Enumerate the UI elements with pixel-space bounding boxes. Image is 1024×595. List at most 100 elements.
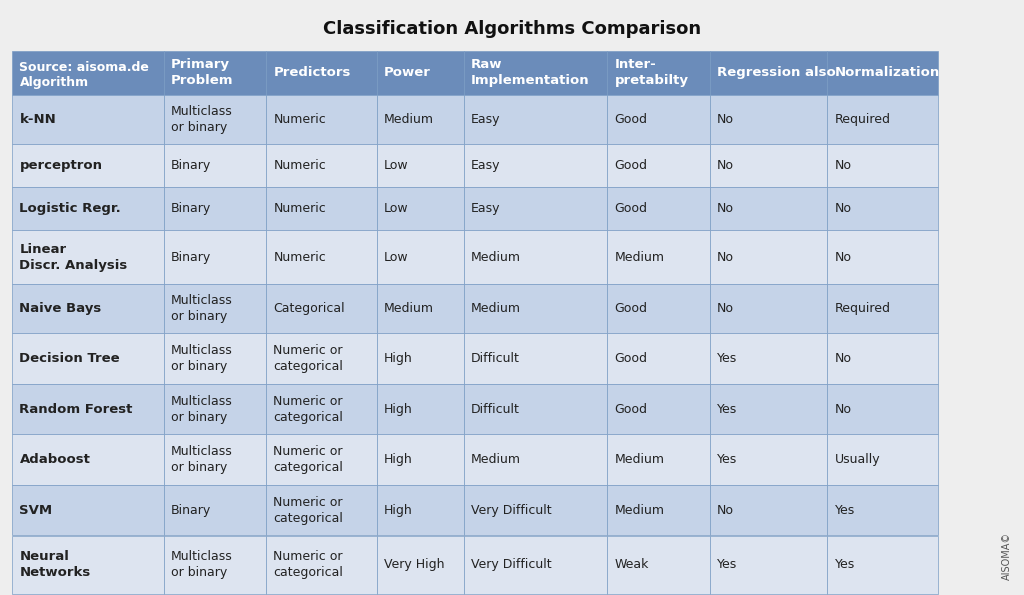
Bar: [827, 485, 938, 536]
Bar: [607, 230, 710, 284]
Bar: [476, 320, 515, 402]
Text: Multiclass
or binary: Multiclass or binary: [171, 105, 232, 134]
Bar: [266, 230, 377, 284]
Bar: [464, 230, 607, 284]
Text: Decision Tree: Decision Tree: [19, 352, 120, 365]
Bar: [464, 536, 607, 594]
Text: Yes: Yes: [717, 453, 737, 466]
Bar: [12, 144, 164, 187]
Text: Medium: Medium: [471, 302, 521, 315]
Text: High: High: [384, 403, 413, 415]
FancyArrow shape: [396, 244, 473, 281]
Bar: [464, 333, 607, 384]
Bar: [164, 230, 266, 284]
Text: perceptron: perceptron: [19, 159, 102, 172]
Text: No: No: [717, 159, 734, 172]
Text: Classification Algorithms Comparison: Classification Algorithms Comparison: [323, 20, 701, 37]
Text: Required: Required: [835, 302, 891, 315]
Text: Numeric or
categorical: Numeric or categorical: [273, 344, 343, 373]
Text: High: High: [384, 504, 413, 516]
Text: Numeric or
categorical: Numeric or categorical: [273, 550, 343, 579]
Bar: [164, 333, 266, 384]
Text: Predictors: Predictors: [273, 67, 351, 79]
Text: Required: Required: [835, 113, 891, 126]
Bar: [12, 230, 164, 284]
Text: Naive Bays: Naive Bays: [19, 302, 101, 315]
Text: Logistic Regr.: Logistic Regr.: [19, 202, 121, 215]
Bar: [463, 393, 516, 408]
Text: No: No: [835, 403, 852, 415]
Text: Yes: Yes: [717, 558, 737, 571]
Bar: [710, 536, 827, 594]
Bar: [266, 434, 377, 485]
Bar: [464, 187, 607, 230]
Text: Normalization: Normalization: [835, 67, 940, 79]
Text: AISOMA©: AISOMA©: [1001, 532, 1012, 580]
Bar: [827, 187, 938, 230]
Text: Difficult: Difficult: [471, 403, 520, 415]
Bar: [607, 51, 710, 95]
Bar: [12, 333, 164, 384]
Bar: [710, 485, 827, 536]
Bar: [164, 485, 266, 536]
Bar: [607, 284, 710, 333]
Bar: [464, 144, 607, 187]
Bar: [607, 536, 710, 594]
Bar: [710, 384, 827, 434]
Text: Good: Good: [614, 159, 647, 172]
Text: Good: Good: [614, 302, 647, 315]
Bar: [710, 187, 827, 230]
Bar: [607, 144, 710, 187]
Bar: [266, 187, 377, 230]
Bar: [710, 284, 827, 333]
Text: Medium: Medium: [384, 113, 434, 126]
Bar: [464, 284, 607, 333]
Text: Numeric: Numeric: [273, 202, 327, 215]
Bar: [164, 384, 266, 434]
Text: Multiclass
or binary: Multiclass or binary: [171, 445, 232, 474]
Bar: [464, 434, 607, 485]
Text: Good: Good: [614, 202, 647, 215]
Text: Weak: Weak: [614, 558, 649, 571]
Text: Multiclass
or binary: Multiclass or binary: [171, 295, 232, 323]
Text: Low: Low: [384, 159, 409, 172]
Text: Good: Good: [614, 352, 647, 365]
Text: Easy: Easy: [471, 202, 501, 215]
Text: Regression also: Regression also: [717, 67, 836, 79]
Text: Usually: Usually: [835, 453, 881, 466]
Bar: [607, 485, 710, 536]
Bar: [607, 187, 710, 230]
Bar: [266, 284, 377, 333]
Bar: [710, 230, 827, 284]
Text: Yes: Yes: [717, 352, 737, 365]
Bar: [607, 434, 710, 485]
Bar: [266, 384, 377, 434]
Text: Medium: Medium: [471, 250, 521, 264]
Text: No: No: [835, 202, 852, 215]
Bar: [377, 284, 464, 333]
Bar: [377, 536, 464, 594]
Bar: [12, 284, 164, 333]
Bar: [12, 95, 164, 144]
Text: Easy: Easy: [471, 113, 501, 126]
Text: Neural
Networks: Neural Networks: [19, 550, 91, 579]
Bar: [266, 333, 377, 384]
Text: Random Forest: Random Forest: [19, 403, 133, 415]
Bar: [466, 214, 599, 321]
Bar: [12, 51, 164, 95]
Text: Very Difficult: Very Difficult: [471, 558, 552, 571]
Bar: [551, 393, 604, 408]
Text: k-NN: k-NN: [19, 113, 56, 126]
Text: Good: Good: [614, 113, 647, 126]
Bar: [464, 384, 607, 434]
FancyArrow shape: [592, 244, 669, 281]
Bar: [377, 485, 464, 536]
Bar: [377, 230, 464, 284]
Text: No: No: [835, 352, 852, 365]
Text: No: No: [835, 250, 852, 264]
Bar: [164, 536, 266, 594]
Text: No: No: [717, 202, 734, 215]
Text: Inter-
pretabilty: Inter- pretabilty: [614, 58, 688, 87]
Bar: [827, 434, 938, 485]
Text: Very Difficult: Very Difficult: [471, 504, 552, 516]
